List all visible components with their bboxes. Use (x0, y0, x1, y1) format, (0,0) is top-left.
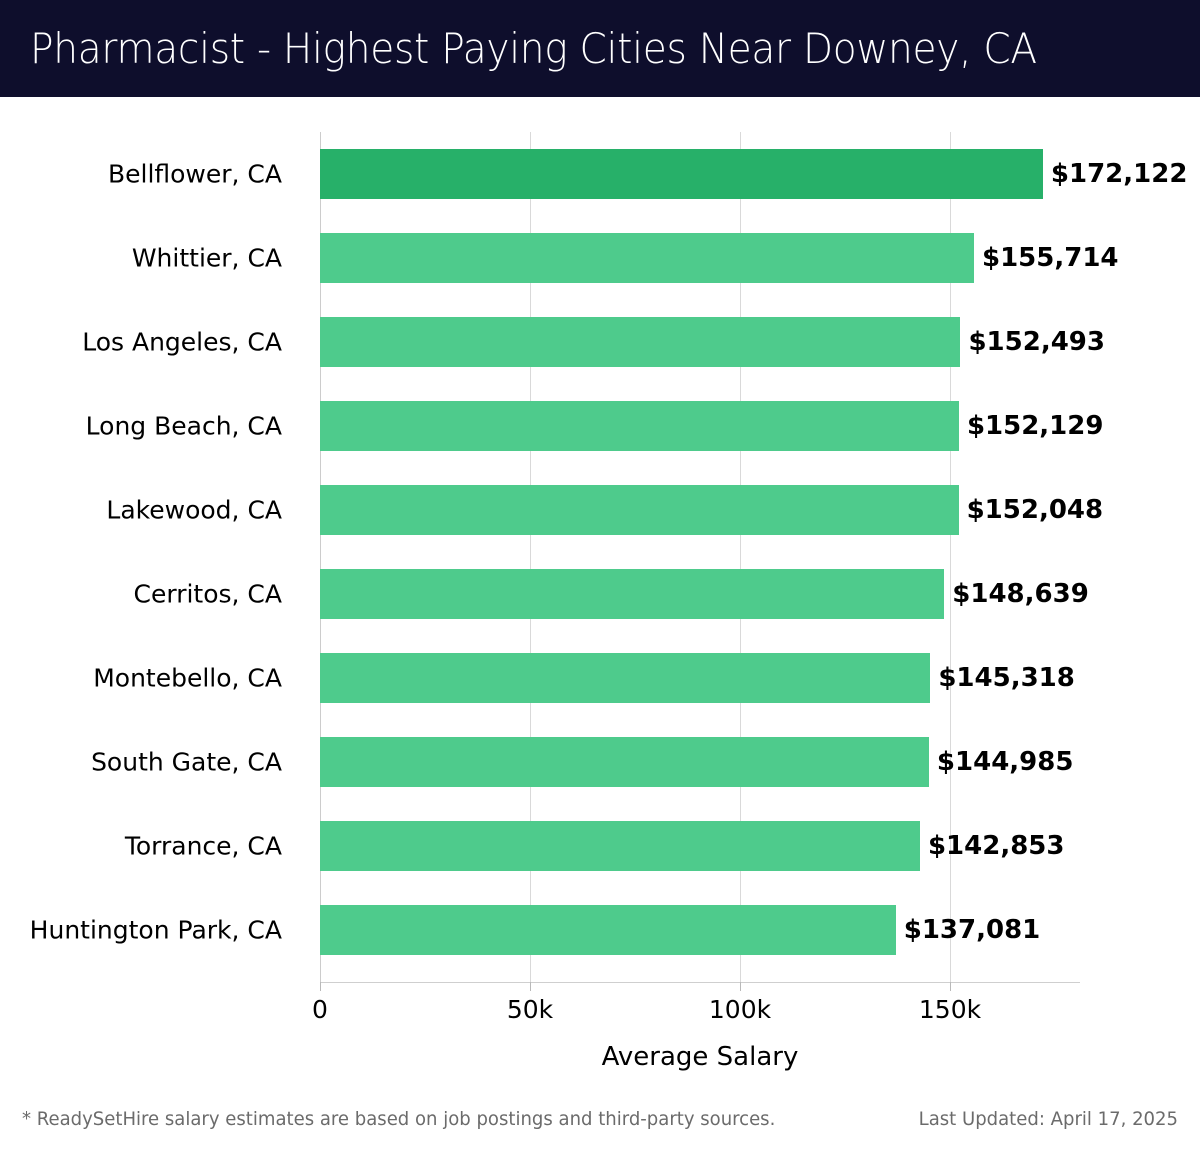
bar[interactable] (320, 569, 945, 619)
x-tick-label: 150k (918, 995, 982, 1024)
category-label: Los Angeles, CA (82, 327, 282, 357)
bar-row: Cerritos, CA $148,639 (0, 552, 1200, 636)
bar-value-label: $155,714 (981, 243, 1119, 273)
bar[interactable] (320, 233, 974, 283)
bar[interactable] (320, 149, 1043, 199)
bar[interactable] (320, 485, 959, 535)
bar-value-label: $144,985 (936, 747, 1074, 777)
bar-value-label: $152,493 (968, 327, 1105, 357)
footer-last-updated: Last Updated: April 17, 2025 (918, 1108, 1178, 1130)
bar[interactable] (320, 317, 961, 367)
category-label: South Gate, CA (91, 747, 282, 777)
bar-row: South Gate, CA $144,985 (0, 720, 1200, 804)
category-label: Long Beach, CA (85, 411, 282, 441)
bar[interactable] (320, 821, 920, 871)
category-label: Torrance, CA (124, 831, 282, 861)
bar-value-label: $145,318 (938, 663, 1075, 693)
gridline (950, 132, 951, 982)
bar-row: Los Angeles, CA $152,493 (0, 300, 1200, 384)
bar[interactable] (320, 737, 929, 787)
category-label: Whittier, CA (131, 243, 282, 273)
x-tick-mark (740, 982, 741, 991)
bar[interactable] (320, 653, 931, 703)
category-label: Lakewood, CA (106, 495, 282, 525)
bar-chart: 0 50k 100k 150k Bellflower, CA $172,122 Whitt… (0, 97, 1200, 1092)
bar-value-label: $172,122 (1050, 159, 1188, 189)
bar-value-label: $152,048 (966, 495, 1104, 525)
gridline (740, 132, 741, 982)
bar-row: Bellflower, CA $172,122 (0, 132, 1200, 216)
category-label: Huntington Park, CA (29, 915, 282, 945)
bar[interactable] (320, 401, 959, 451)
page-title: Pharmacist - Highest Paying Cities Near … (30, 24, 1037, 73)
category-label: Montebello, CA (93, 663, 282, 693)
page-footer: * ReadySetHire salary estimates are base… (0, 1108, 1200, 1158)
bar-row: Torrance, CA $142,853 (0, 804, 1200, 888)
x-tick-mark (320, 982, 321, 991)
bar-value-label: $137,081 (903, 915, 1041, 945)
x-tick-mark (950, 982, 951, 991)
gridline (320, 132, 321, 982)
category-label: Cerritos, CA (133, 579, 282, 609)
bar-value-label: $142,853 (927, 831, 1065, 861)
x-axis-title: Average Salary (601, 1042, 799, 1072)
category-label: Bellflower, CA (107, 159, 282, 189)
bar-row: Huntington Park, CA $137,081 (0, 888, 1200, 972)
bar-row: Whittier, CA $155,714 (0, 216, 1200, 300)
x-tick-label: 0 (312, 995, 328, 1024)
x-axis-line (320, 982, 1080, 983)
bar-row: Lakewood, CA $152,048 (0, 468, 1200, 552)
footer-disclaimer: * ReadySetHire salary estimates are base… (22, 1108, 776, 1130)
bar-value-label: $148,639 (952, 579, 1089, 609)
x-tick-mark (530, 982, 531, 991)
x-tick-label: 50k (506, 995, 554, 1024)
bar-row: Long Beach, CA $152,129 (0, 384, 1200, 468)
bar-row: Montebello, CA $145,318 (0, 636, 1200, 720)
gridline (530, 132, 531, 982)
page-header: Pharmacist - Highest Paying Cities Near … (0, 0, 1200, 97)
bar-value-label: $152,129 (966, 411, 1104, 441)
x-tick-label: 100k (708, 995, 772, 1024)
bar[interactable] (320, 905, 896, 955)
